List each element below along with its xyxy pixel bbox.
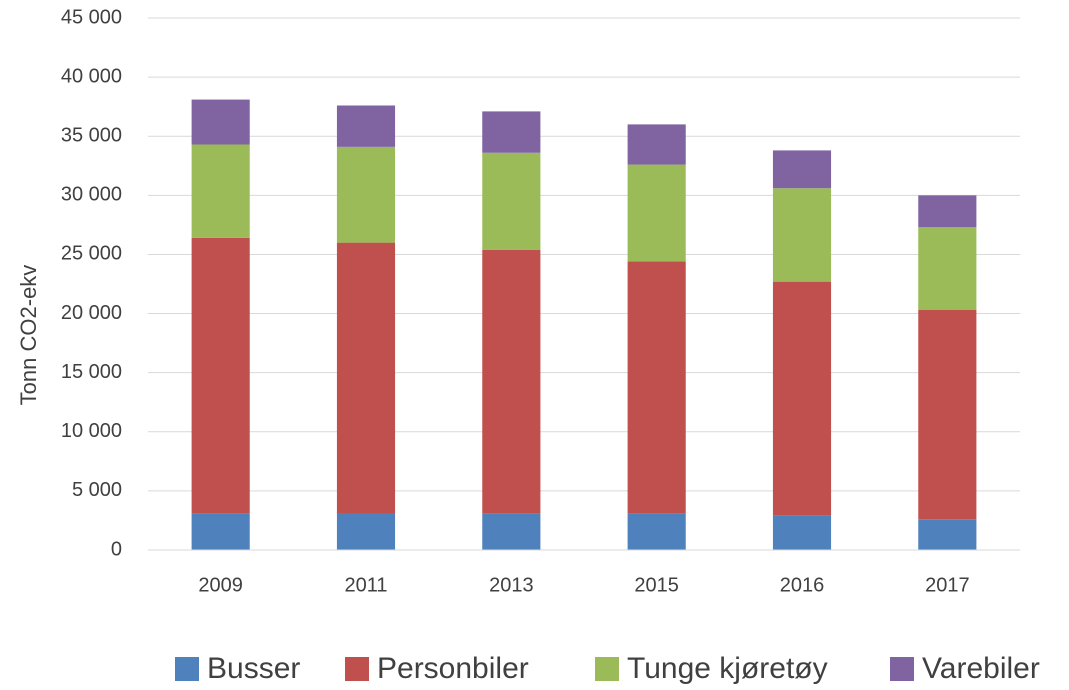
y-tick-label: 30 000 [61,184,122,206]
bar-segment [336,513,396,550]
y-tick-label: 15 000 [61,361,122,383]
bar-segment [627,164,686,262]
bar-segment [918,195,977,228]
legend-swatch [595,657,619,681]
y-tick-label: 45 000 [61,6,122,28]
bar-segment [191,513,250,550]
x-tick-label: 2011 [344,574,387,596]
bar-segment [772,515,832,550]
legend-swatch [890,657,914,681]
y-tick-label: 35 000 [61,125,122,147]
legend-label: Busser [207,652,300,685]
bar-segment [191,144,250,238]
bar-segment [336,146,396,243]
legend-swatch [345,657,369,681]
bar-segment [627,513,686,550]
bar-segment [482,513,541,550]
x-tick-label: 2015 [634,574,679,596]
bar-segment [772,188,832,282]
bar-segment [336,242,396,514]
y-tick-label: 0 [111,538,122,560]
legend-label: Personbiler [377,652,529,685]
y-tick-label: 10 000 [61,420,122,442]
legend-label: Varebiler [922,652,1040,685]
y-tick-label: 5 000 [72,479,122,501]
x-tick-label: 2017 [925,574,970,596]
x-tick-label: 2013 [489,574,534,596]
y-tick-label: 25 000 [61,243,122,265]
bar-segment [627,261,686,514]
bar-segment [482,249,541,514]
legend-label: Tunge kjøretøy [627,652,828,685]
bar-segment [482,152,541,250]
bar-segment [918,227,977,311]
y-tick-label: 20 000 [61,302,122,324]
bar-segment [918,310,977,520]
bar-segment [772,150,832,189]
y-tick-label: 40 000 [61,65,122,87]
bar-segment [191,99,250,145]
legend-swatch [175,657,199,681]
x-tick-label: 2009 [198,574,243,596]
bar-segment [627,124,686,165]
bar-segment [918,519,977,550]
bar-segment [772,281,832,516]
bar-segment [191,237,250,514]
x-tick-label: 2016 [780,574,825,596]
bar-segment [336,105,396,147]
y-axis-label: Tonn CO2-ekv [16,265,41,406]
bar-segment [482,111,541,153]
